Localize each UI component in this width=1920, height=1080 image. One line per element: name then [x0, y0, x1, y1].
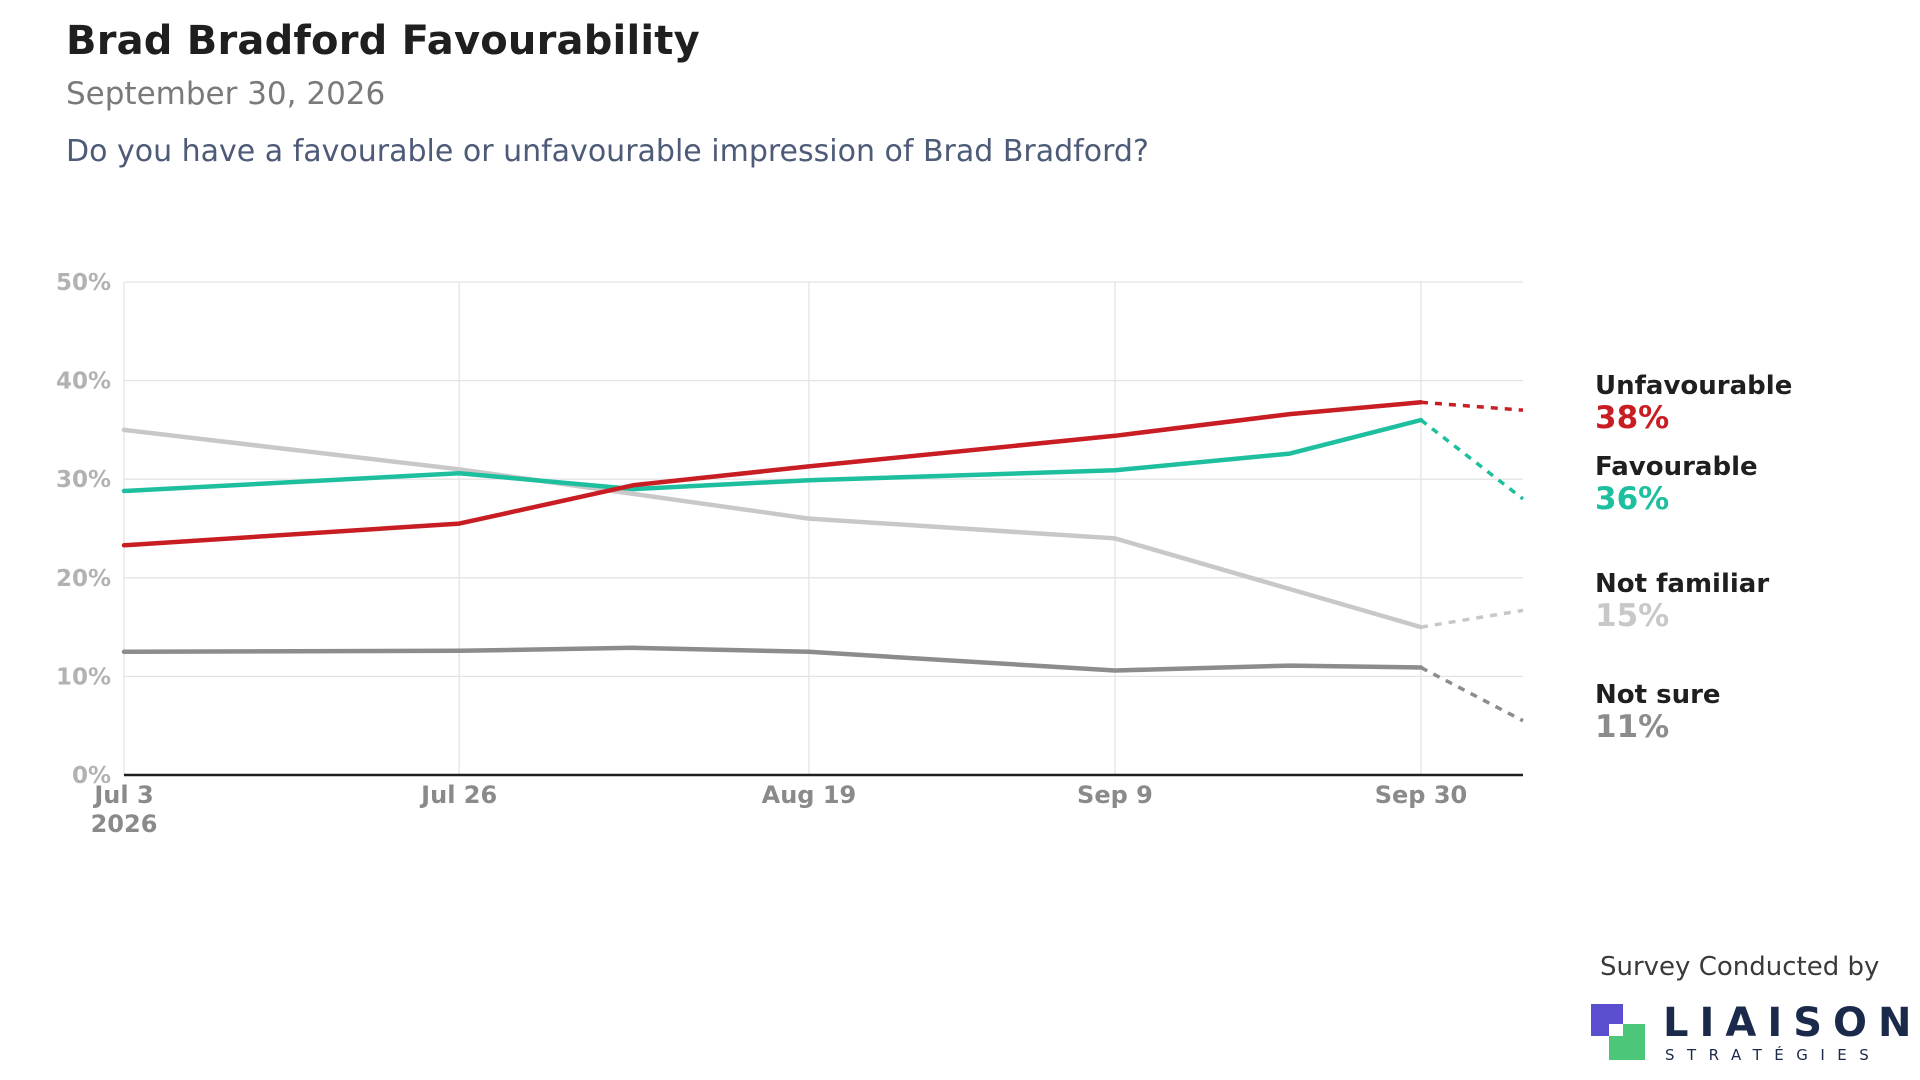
series-projection-not-sure — [1420, 665, 1524, 723]
x-tick-label: Jul 3 — [92, 781, 153, 809]
liaison-logo-wordmark: LIAISON — [1663, 1000, 1920, 1046]
x-tick-label: Jul 26 — [419, 781, 497, 809]
series-line-favourable — [121, 417, 1424, 494]
x-tick-label: Sep 9 — [1077, 781, 1153, 809]
end-label-value-not-sure: 11% — [1595, 709, 1669, 745]
y-tick-label: 40% — [56, 369, 111, 395]
end-label-name-unfavourable: Unfavourable — [1595, 371, 1792, 401]
series-line-unfavourable — [121, 400, 1424, 548]
y-tick-label: 50% — [56, 270, 111, 296]
y-tick-label: 30% — [56, 467, 111, 493]
series-projection-favourable — [1419, 418, 1525, 501]
series-projection-unfavourable — [1420, 400, 1524, 412]
liaison-logo-mark-icon — [1591, 1004, 1645, 1060]
x-tick-year-label: 2026 — [91, 810, 158, 838]
end-label-value-unfavourable: 38% — [1595, 400, 1669, 436]
series-projection-not-familiar — [1420, 608, 1524, 629]
chart-title: Brad Bradford Favourability — [66, 18, 700, 64]
end-label-value-favourable: 36% — [1595, 481, 1669, 517]
end-label-name-not-sure: Not sure — [1595, 680, 1721, 710]
survey-question: Do you have a favourable or unfavourable… — [66, 134, 1149, 169]
end-label-value-not-familiar: 15% — [1595, 598, 1669, 634]
y-tick-label: 10% — [56, 664, 111, 690]
x-tick-label: Aug 19 — [762, 781, 857, 809]
survey-credit: Survey Conducted by — [1600, 952, 1880, 982]
series-line-not-familiar — [121, 427, 1424, 630]
end-label-name-favourable: Favourable — [1595, 452, 1758, 482]
y-tick-label: 0% — [72, 763, 111, 789]
chart-date: September 30, 2026 — [66, 76, 386, 112]
y-tick-label: 20% — [56, 566, 111, 592]
series-line-not-sure — [121, 645, 1424, 673]
end-label-name-not-familiar: Not familiar — [1595, 569, 1769, 599]
liaison-logo-subtitle: STRATÉGIES — [1665, 1046, 1882, 1064]
x-tick-label: Sep 30 — [1375, 781, 1468, 809]
liaison-logo: LIAISON STRATÉGIES — [1591, 1000, 1912, 1070]
